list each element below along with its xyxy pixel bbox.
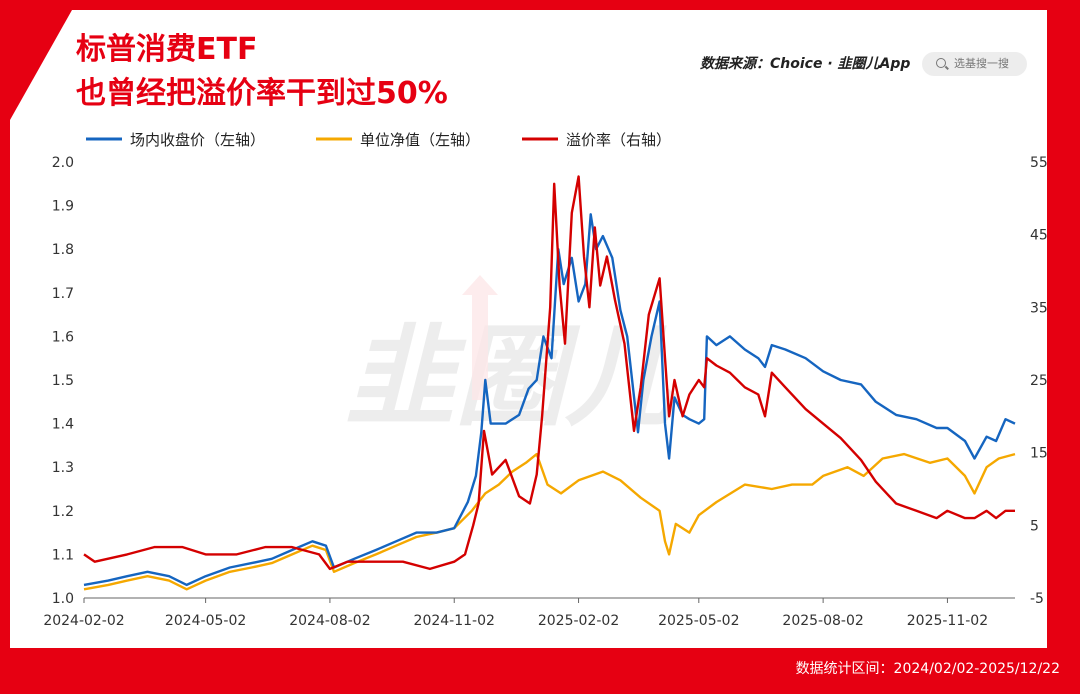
left-tick-label: 1.4 <box>52 417 74 433</box>
chart-card <box>10 10 1047 648</box>
x-tick-label: 2024-11-02 <box>414 613 495 629</box>
search-box[interactable]: 选基搜一搜 <box>922 52 1027 76</box>
left-tick-label: 1.1 <box>52 547 74 563</box>
x-tick-label: 2025-05-02 <box>658 613 739 629</box>
right-tick-label: 15 <box>1030 446 1048 462</box>
x-tick-label: 2025-08-02 <box>782 613 863 629</box>
left-tick-label: 1.7 <box>52 286 74 302</box>
x-tick-label: 2024-08-02 <box>289 613 370 629</box>
legend: 场内收盘价（左轴） 单位净值（左轴） 溢价率（右轴） <box>86 131 671 149</box>
data-source: 数据来源：Choice · 韭圈儿App <box>700 56 911 72</box>
left-tick-label: 1.2 <box>52 504 74 520</box>
x-tick-label: 2025-11-02 <box>907 613 988 629</box>
x-tick-label: 2024-02-02 <box>43 613 124 629</box>
legend-label: 单位净值（左轴） <box>360 131 480 149</box>
left-tick-label: 1.0 <box>52 591 74 607</box>
series-line-nav <box>83 452 1016 591</box>
legend-label: 溢价率（右轴） <box>566 131 671 149</box>
right-tick-label: 45 <box>1030 228 1048 244</box>
series-line-close-price <box>83 213 1016 587</box>
series-group <box>83 175 1016 591</box>
left-tick-label: 1.3 <box>52 460 74 476</box>
chart-title: 标普消费ETF 也曾经把溢价率干到过50% <box>76 28 448 116</box>
legend-label: 场内收盘价（左轴） <box>130 131 265 149</box>
right-tick-label: 35 <box>1030 300 1048 316</box>
search-icon <box>936 58 946 68</box>
series-line-premium <box>83 175 1015 571</box>
date-range: 数据统计区间：2024/02/02-2025/12/22 <box>795 661 1060 677</box>
left-tick-label: 1.6 <box>52 329 74 345</box>
x-tick-label: 2025-02-02 <box>538 613 619 629</box>
search-placeholder: 选基搜一搜 <box>954 57 1009 70</box>
right-tick-label: 5 <box>1030 518 1039 534</box>
right-tick-label: 25 <box>1030 373 1048 389</box>
title-line-2: 也曾经把溢价率干到过50% <box>76 76 448 111</box>
x-tick-label: 2024-05-02 <box>165 613 246 629</box>
corner-accent <box>10 10 72 120</box>
left-tick-label: 1.5 <box>52 373 74 389</box>
left-tick-label: 2.0 <box>52 155 74 171</box>
right-tick-label: -5 <box>1030 591 1044 607</box>
left-tick-label: 1.8 <box>52 242 74 258</box>
axes: 1.0 1.1 1.2 1.3 1.4 1.5 1.6 1.7 1.8 1.9 2.0 -5 5 15 25… <box>43 155 1048 629</box>
right-tick-label: 55 <box>1030 155 1048 171</box>
title-line-1: 标普消费ETF <box>76 32 258 67</box>
left-tick-label: 1.9 <box>52 199 74 215</box>
